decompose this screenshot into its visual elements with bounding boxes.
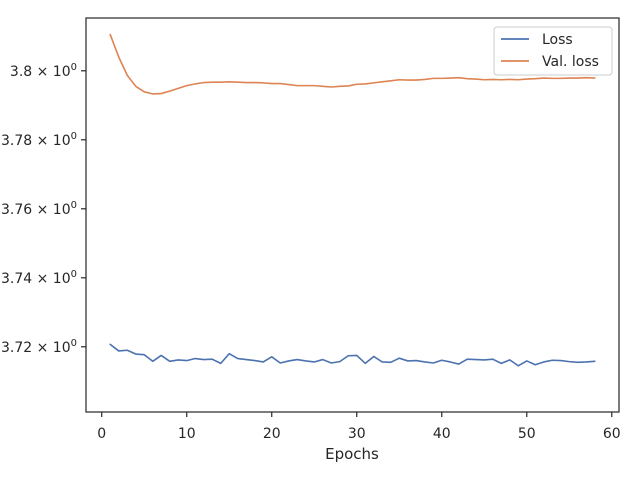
series-line-1 xyxy=(109,343,596,367)
x-tick-label: 50 xyxy=(518,426,536,442)
x-tick-label: 60 xyxy=(603,426,621,442)
x-tick-label: 40 xyxy=(433,426,451,442)
y-tick-label: 3.72 × 100 xyxy=(1,338,77,356)
x-tick-label: 10 xyxy=(178,426,196,442)
legend: Loss Val. loss xyxy=(493,26,613,76)
legend-label-1: Loss xyxy=(542,32,573,48)
plot-area xyxy=(85,17,620,413)
y-tick-label: 3.76 × 100 xyxy=(1,200,77,218)
legend-label-2: Val. loss xyxy=(542,54,599,70)
y-axis: 3.72 × 100 3.74 × 100 3.76 × 100 3.78 × 100… xyxy=(1,62,86,356)
x-axis: 0 10 20 30 40 50 60 xyxy=(97,412,621,442)
x-axis-label: Epochs xyxy=(325,445,379,463)
series-line-2 xyxy=(109,33,596,95)
y-tick-label: 3.78 × 100 xyxy=(1,131,77,149)
x-tick-label: 20 xyxy=(263,426,281,442)
x-tick-label: 0 xyxy=(97,426,106,442)
y-tick-label: 3.74 × 100 xyxy=(1,269,77,287)
axes-frame xyxy=(85,17,620,413)
x-tick-label: 30 xyxy=(348,426,366,442)
y-tick-label: 3.8 × 100 xyxy=(10,62,77,80)
